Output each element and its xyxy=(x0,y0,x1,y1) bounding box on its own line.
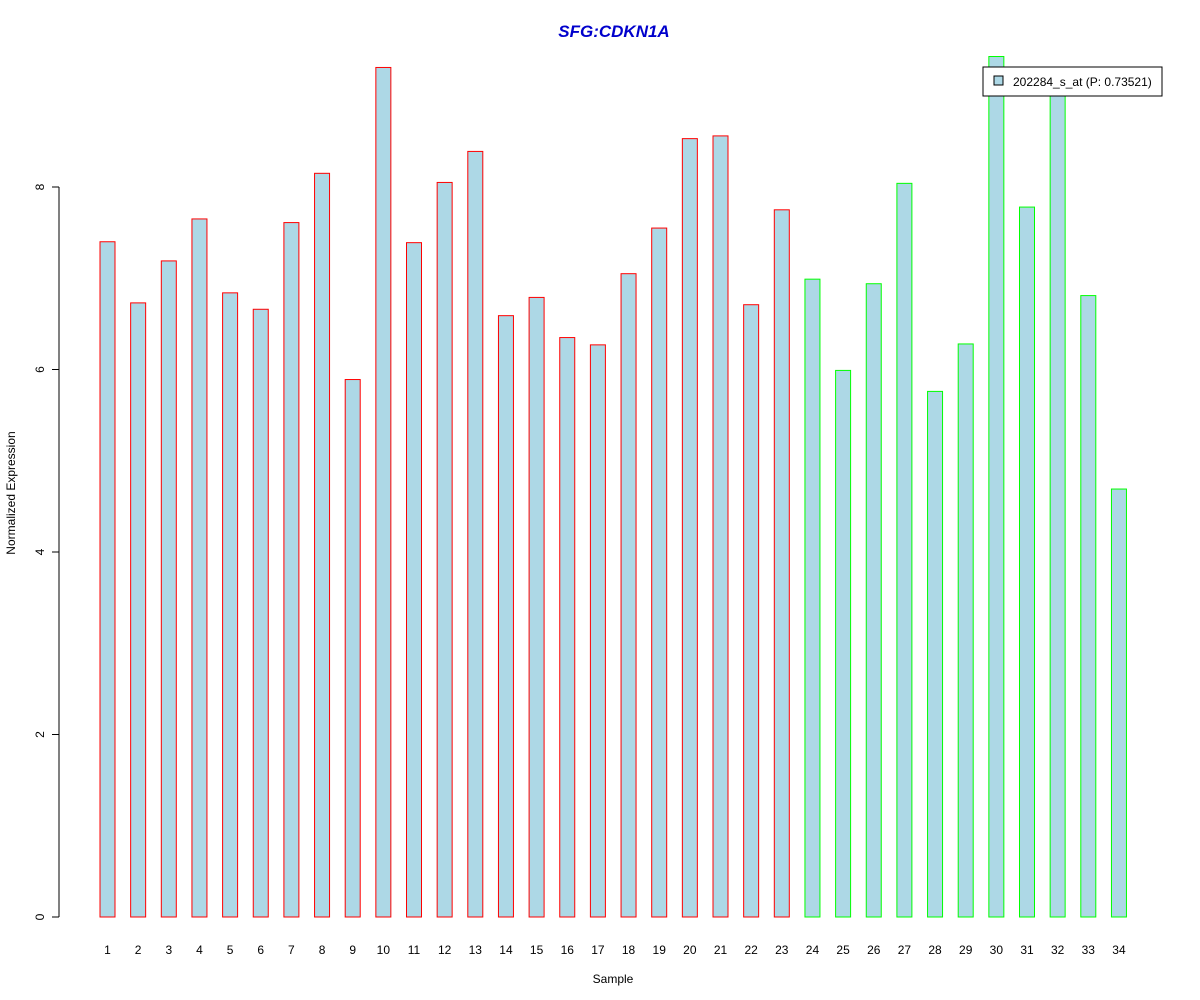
bars xyxy=(99,56,1127,918)
x-tick-label: 9 xyxy=(349,943,356,957)
x-tick-label: 13 xyxy=(469,943,483,957)
x-tick-label: 18 xyxy=(622,943,636,957)
legend-label: 202284_s_at (P: 0.73521) xyxy=(1013,75,1152,89)
bar xyxy=(927,390,944,918)
x-tick-label: 29 xyxy=(959,943,973,957)
bar xyxy=(589,344,606,918)
bar xyxy=(1019,206,1035,918)
y-tick-label: 4 xyxy=(33,548,47,555)
x-tick-label: 5 xyxy=(227,943,234,957)
x-tick-label: 14 xyxy=(499,943,513,957)
x-tick-label: 15 xyxy=(530,943,544,957)
chart-title: SFG:CDKN1A xyxy=(558,22,669,41)
bar xyxy=(1110,488,1127,918)
x-tick-label: 20 xyxy=(683,943,697,957)
bar xyxy=(1080,295,1097,918)
x-tick-label: 24 xyxy=(806,943,820,957)
bar xyxy=(191,218,208,918)
x-tick-label: 8 xyxy=(319,943,326,957)
x-tick-label: 7 xyxy=(288,943,295,957)
legend-box xyxy=(982,66,1163,97)
x-tick-labels: 1 2 3 4 5 6 7 8 9 10 11 12 13 14 15 16 17 18 19 20 21 22 23 24 2… xyxy=(104,943,1126,957)
x-tick-label: 25 xyxy=(836,943,850,957)
x-tick-label: 12 xyxy=(438,943,452,957)
bar xyxy=(957,343,974,918)
bar xyxy=(559,337,576,918)
y-axis: 0 2 4 6 8 xyxy=(33,183,60,920)
x-tick-label: 6 xyxy=(257,943,264,957)
x-tick-label: 26 xyxy=(867,943,881,957)
x-tick-label: 11 xyxy=(408,943,421,957)
bar xyxy=(436,181,453,918)
bar xyxy=(773,209,790,918)
x-tick-label: 33 xyxy=(1082,943,1096,957)
bar xyxy=(467,150,484,918)
bar xyxy=(835,369,852,918)
bar xyxy=(620,273,637,918)
bar xyxy=(344,379,361,918)
bar xyxy=(651,227,668,918)
legend: 202284_s_at (P: 0.73521) xyxy=(982,66,1163,97)
x-tick-label: 31 xyxy=(1020,943,1034,957)
bar xyxy=(1049,80,1066,918)
y-axis-label: Normalized Expression xyxy=(4,431,18,554)
bar xyxy=(865,283,882,918)
x-tick-label: 17 xyxy=(591,943,605,957)
x-tick-label: 4 xyxy=(196,943,203,957)
x-tick-label: 1 xyxy=(104,943,111,957)
x-tick-label: 10 xyxy=(377,943,391,957)
bar xyxy=(743,304,760,918)
x-tick-label: 3 xyxy=(165,943,172,957)
bar xyxy=(222,292,239,918)
y-tick-label: 6 xyxy=(33,366,47,373)
x-tick-label: 21 xyxy=(714,943,728,957)
bar xyxy=(130,302,147,918)
bar xyxy=(252,308,269,918)
y-tick-label: 2 xyxy=(33,731,47,738)
x-tick-label: 22 xyxy=(744,943,758,957)
bar xyxy=(283,222,300,918)
x-tick-label: 23 xyxy=(775,943,789,957)
x-tick-label: 30 xyxy=(990,943,1004,957)
x-tick-label: 2 xyxy=(135,943,142,957)
bar xyxy=(988,56,1005,918)
x-tick-label: 19 xyxy=(653,943,667,957)
bar xyxy=(314,172,331,918)
bar xyxy=(896,182,913,918)
bar xyxy=(528,296,545,918)
x-tick-label: 16 xyxy=(561,943,575,957)
y-tick-label: 0 xyxy=(33,913,47,920)
bar xyxy=(681,138,698,918)
bar xyxy=(497,315,514,918)
bar xyxy=(99,241,116,918)
bar xyxy=(375,66,392,918)
y-tick-label: 8 xyxy=(33,183,47,190)
x-tick-label: 34 xyxy=(1112,943,1126,957)
legend-swatch xyxy=(993,75,1004,86)
x-tick-label: 27 xyxy=(898,943,912,957)
x-axis-label: Sample xyxy=(593,972,634,986)
bar xyxy=(160,260,177,918)
bar xyxy=(406,242,422,918)
x-tick-label: 32 xyxy=(1051,943,1065,957)
bar xyxy=(804,278,821,918)
x-tick-label: 28 xyxy=(928,943,942,957)
bar xyxy=(712,135,729,918)
